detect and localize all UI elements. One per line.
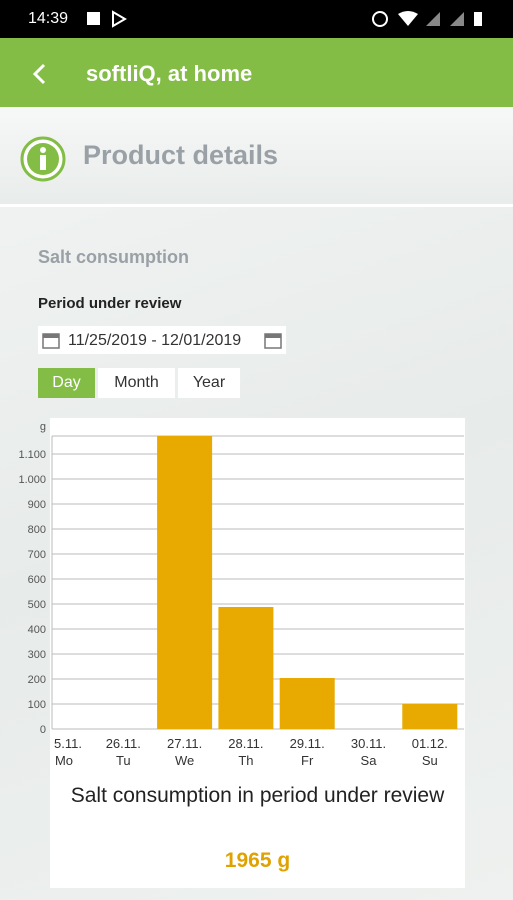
period-picker[interactable]: 11/25/2019 - 12/01/2019 <box>38 326 286 354</box>
app-bar: softliQ, at home <box>0 38 513 107</box>
y-tick-label: 1.000 <box>18 474 46 486</box>
x-tick-weekday: Tu <box>116 753 131 768</box>
y-tick-label: 0 <box>40 724 46 736</box>
summary-label: Salt consumption in period under review <box>70 784 445 807</box>
y-tick-label: 400 <box>28 624 46 636</box>
bar <box>218 607 274 729</box>
y-axis-label: g <box>40 421 46 433</box>
app-title: softliQ, at home <box>86 61 253 86</box>
calendar-icon <box>42 333 60 349</box>
calendar-icon <box>264 333 282 349</box>
status-icons <box>87 10 127 28</box>
x-tick-label: 01.12. <box>412 736 448 751</box>
info-icon <box>20 136 66 182</box>
section-header: Product details <box>0 107 513 207</box>
time: 14:39 <box>28 10 69 27</box>
status-bar: 14:39 <box>0 0 513 38</box>
y-tick-label: 600 <box>28 574 46 586</box>
x-tick-weekday: Fr <box>301 753 314 768</box>
x-tick-weekday: Mo <box>55 753 73 768</box>
status-icons-right <box>372 11 482 27</box>
section-title: Product details <box>83 140 279 170</box>
y-tick-label: 300 <box>28 649 46 661</box>
x-tick-label: 27.11. <box>167 736 202 751</box>
card-title: Salt consumption <box>38 247 190 267</box>
y-tick-label: 1.100 <box>18 449 46 461</box>
chart: g 0 100 200 300 400 500 600 700 800 900 1.000 1.100 5… <box>18 421 464 768</box>
y-tick-label: 700 <box>28 549 46 561</box>
bar <box>279 678 335 729</box>
x-tick-weekday: We <box>175 753 194 768</box>
period-text: 11/25/2019 - 12/01/2019 <box>68 332 242 349</box>
x-tick-label: 26.11. <box>106 736 141 751</box>
y-tick-label: 900 <box>28 499 46 511</box>
x-tick-weekday: Su <box>422 753 438 768</box>
x-tick-label: 29.11. <box>290 736 325 751</box>
x-tick-label: 30.11. <box>351 736 386 751</box>
y-tick-label: 800 <box>28 524 46 536</box>
y-tick-label: 200 <box>28 674 46 686</box>
x-tick-weekday: Sa <box>361 753 378 768</box>
back-button[interactable] <box>30 62 50 86</box>
y-tick-label: 100 <box>28 699 46 711</box>
bar <box>402 703 458 729</box>
x-tick-weekday: Th <box>238 753 253 768</box>
tab-month[interactable]: Month <box>98 368 175 398</box>
bar <box>157 436 213 729</box>
period-label: Period under review <box>38 295 182 312</box>
y-tick-label: 500 <box>28 599 46 611</box>
x-tick-label: 5.11. <box>54 736 82 751</box>
tab-day[interactable]: Day <box>38 368 95 398</box>
tab-year[interactable]: Year <box>178 368 240 398</box>
summary-total: 1965 g <box>224 849 291 872</box>
x-tick-label: 28.11. <box>228 736 263 751</box>
